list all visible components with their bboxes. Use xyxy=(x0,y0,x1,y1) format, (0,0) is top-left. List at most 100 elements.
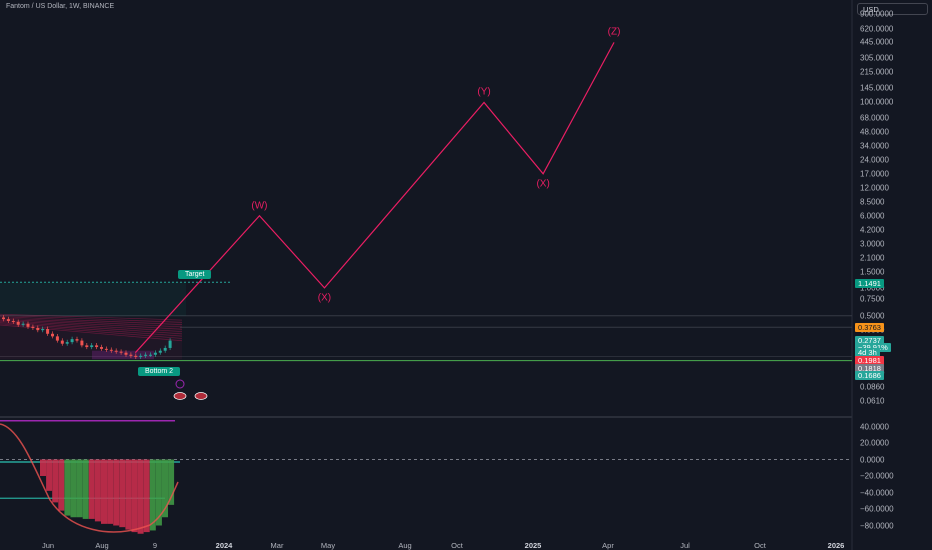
wave-label: (W) xyxy=(251,200,268,212)
price-tick-label: 215.0000 xyxy=(860,67,894,77)
candle xyxy=(85,345,89,348)
time-tick-label: May xyxy=(320,541,336,550)
price-badge: 0.1686 xyxy=(855,370,884,380)
price-tick-label: 17.0000 xyxy=(860,169,889,179)
oscillator-tick-label: 40.0000 xyxy=(860,422,889,431)
channel-line xyxy=(0,315,183,323)
oscillator-bar xyxy=(40,459,46,476)
oscillator-bar xyxy=(149,459,156,531)
channel-line xyxy=(0,316,183,325)
candle xyxy=(90,345,94,348)
price-badge: −39.91% xyxy=(855,342,891,352)
candle xyxy=(60,340,64,344)
oscillator-bar xyxy=(137,459,144,534)
oscillator-bar xyxy=(162,459,168,518)
wave-path xyxy=(134,42,615,354)
time-tick-label: Jul xyxy=(680,541,690,550)
price-tick-label: 1.0000 xyxy=(860,283,885,293)
oscillator-tick-label: −20.0000 xyxy=(860,471,894,481)
candle xyxy=(46,329,50,334)
candle xyxy=(41,329,45,331)
candle xyxy=(124,352,128,355)
price-tick-label: 68.0000 xyxy=(860,113,889,123)
candle xyxy=(6,319,10,321)
price-badge: 0.2737 xyxy=(855,335,884,345)
time-tick-label: 2024 xyxy=(215,541,233,550)
price-tick-label: 100.0000 xyxy=(860,97,894,107)
price-tick-label: 0.0610 xyxy=(860,396,885,405)
price-tick-label: 6.0000 xyxy=(860,211,885,221)
channel-line xyxy=(0,323,183,339)
price-tick-label: 3.0000 xyxy=(860,239,885,249)
currency-button[interactable]: USD xyxy=(857,3,928,15)
candle xyxy=(149,354,152,356)
oscillator-bar xyxy=(168,459,175,505)
channel-line xyxy=(0,313,183,321)
oscillator-bar xyxy=(113,459,120,526)
candle xyxy=(139,355,143,357)
symbol-title[interactable]: Fantom / US Dollar, 1W, BINANCE xyxy=(6,3,115,10)
wave-label: (Z) xyxy=(607,26,621,38)
bottom-label: Bottom 2 xyxy=(138,367,181,376)
price-tick-label: 1.5000 xyxy=(860,267,885,277)
price-badge: 0.1981 xyxy=(855,355,884,365)
price-tick-label: 145.0000 xyxy=(860,83,894,92)
channel-line xyxy=(0,319,183,332)
candle xyxy=(80,340,84,346)
price-tick-label: 34.0000 xyxy=(860,141,889,151)
channel-line xyxy=(0,318,183,330)
candle xyxy=(70,339,74,343)
candle xyxy=(100,347,103,349)
time-tick-label: 9 xyxy=(152,541,158,550)
candle xyxy=(95,345,99,348)
channel-zone xyxy=(0,320,182,360)
time-tick-label: Jun xyxy=(41,541,55,550)
price-tick-label: 0.0860 xyxy=(860,382,885,392)
wave-label: (X) xyxy=(536,178,550,190)
candle xyxy=(153,352,157,355)
candle xyxy=(104,348,108,350)
oscillator-bar xyxy=(70,459,77,518)
candle xyxy=(109,349,113,351)
candle xyxy=(114,350,118,352)
time-tick-label: 2026 xyxy=(827,541,845,550)
oscillator-bar xyxy=(143,459,150,533)
candle xyxy=(129,354,133,356)
candle xyxy=(134,355,138,357)
price-badge: 4d 3h xyxy=(855,347,880,357)
candle xyxy=(163,347,167,351)
candle xyxy=(31,326,35,328)
event-marker xyxy=(194,392,208,400)
price-tick-label: 12.0000 xyxy=(860,183,889,193)
oscillator-tick-label: 20.0000 xyxy=(860,438,889,448)
candle xyxy=(2,317,5,320)
candle xyxy=(75,339,79,341)
price-tick-label: 305.0000 xyxy=(860,53,894,63)
candle xyxy=(11,320,15,322)
oscillator-bar xyxy=(101,459,107,524)
oscillator-bar xyxy=(82,459,89,519)
wave-label: (X) xyxy=(317,292,332,304)
price-tick-label: 0.7500 xyxy=(860,294,885,304)
price-tick-label: 24.0000 xyxy=(860,155,889,165)
oscillator-tick-label: −80.0000 xyxy=(860,521,894,530)
time-tick-label: 2025 xyxy=(524,541,542,550)
price-tick-label: 445.0000 xyxy=(860,37,894,47)
time-tick-label: Aug xyxy=(398,541,412,550)
price-tick-label: 48.0000 xyxy=(860,127,889,137)
oscillator-bar xyxy=(125,459,132,530)
candle xyxy=(168,340,172,348)
oscillator-bar xyxy=(155,459,162,526)
target-zone xyxy=(0,282,186,316)
oscillator-tick-label: −60.0000 xyxy=(860,504,894,514)
oscillator-bar xyxy=(46,459,53,491)
channel-line xyxy=(0,324,183,342)
price-tick-label: 0.5000 xyxy=(860,311,885,321)
oscillator-bar xyxy=(76,459,83,518)
candle xyxy=(55,336,59,341)
price-tick-label: 620.0000 xyxy=(860,24,894,34)
oscillator-bar xyxy=(52,459,59,503)
candle xyxy=(26,323,30,327)
price-badge: 0.1818 xyxy=(855,363,884,373)
